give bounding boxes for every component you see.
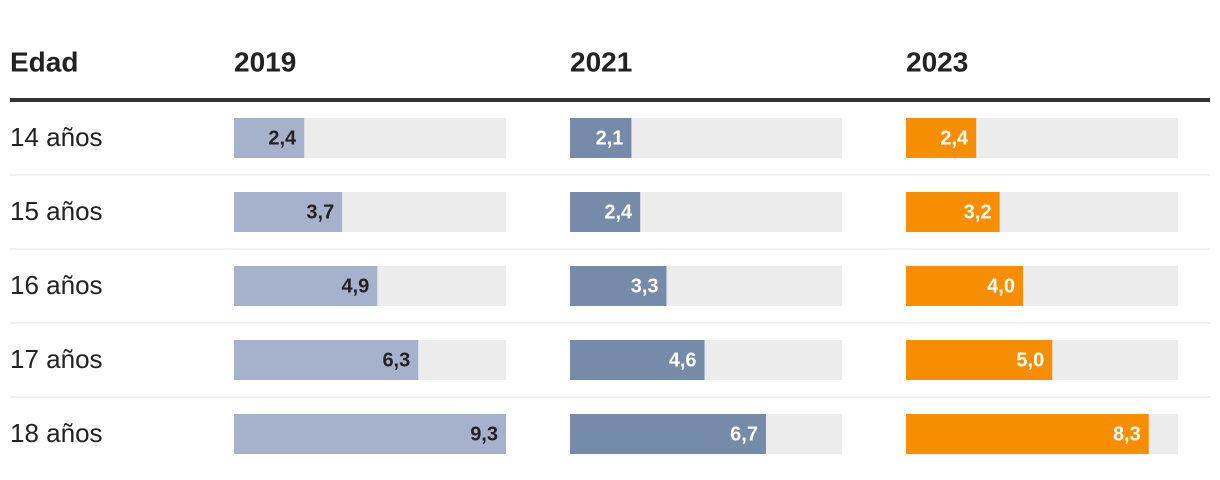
header-rule	[10, 98, 1210, 102]
value-label: 5,0	[1016, 349, 1044, 371]
value-label: 2,4	[268, 127, 297, 149]
value-label: 2,4	[940, 127, 969, 149]
value-label: 9,3	[470, 423, 498, 445]
column-header: 2019	[234, 46, 296, 77]
bar	[234, 192, 343, 232]
bar	[906, 340, 1053, 380]
bar	[570, 192, 641, 232]
value-label: 3,3	[631, 275, 659, 297]
row-label: 18 años	[10, 418, 103, 448]
value-label: 6,7	[730, 423, 758, 445]
column-header: 2023	[906, 46, 968, 77]
value-label: 4,0	[987, 275, 1015, 297]
bar	[234, 414, 506, 454]
bar	[906, 118, 977, 158]
value-label: 2,4	[604, 201, 633, 223]
bar	[234, 118, 305, 158]
row-label: 14 años	[10, 122, 103, 152]
bar	[570, 118, 632, 158]
value-label: 2,1	[596, 127, 624, 149]
bar	[234, 266, 378, 306]
bar	[570, 266, 667, 306]
category-header: Edad	[10, 46, 78, 77]
value-label: 8,3	[1113, 423, 1141, 445]
value-label: 6,3	[382, 349, 410, 371]
bar	[906, 414, 1149, 454]
bar	[570, 340, 705, 380]
value-label: 4,9	[341, 275, 369, 297]
row-label: 16 años	[10, 270, 103, 300]
bar	[906, 266, 1023, 306]
row-label: 15 años	[10, 196, 103, 226]
value-label: 3,2	[964, 201, 992, 223]
bar	[234, 340, 419, 380]
value-label: 4,6	[669, 349, 697, 371]
value-label: 3,7	[306, 201, 334, 223]
row-label: 17 años	[10, 344, 103, 374]
bar	[906, 192, 1000, 232]
bar	[570, 414, 766, 454]
column-header: 2021	[570, 46, 632, 77]
